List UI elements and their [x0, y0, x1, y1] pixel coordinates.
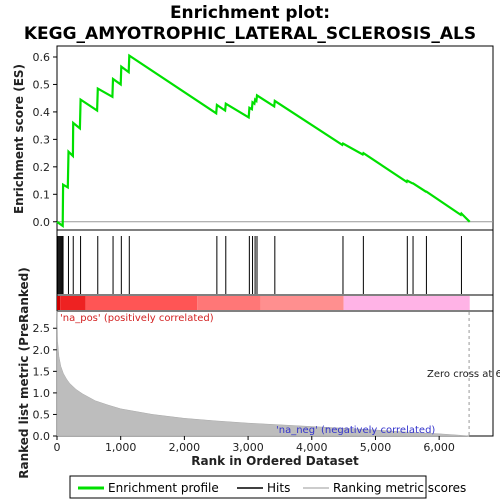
es-tick-label: 0.1 [33, 188, 51, 201]
rank-band-segment [197, 296, 261, 310]
x-tick-label: 3,000 [232, 441, 264, 454]
legend-enrichment: Enrichment profile [108, 481, 219, 495]
metric-axis-title: Ranked list metric (PreRanked) [17, 267, 31, 479]
x-axis: 0 1,000 2,000 3,000 4,000 5,000 6,000 [54, 436, 455, 454]
x-axis-title: Rank in Ordered Dataset [191, 454, 359, 468]
legend: Enrichment profile Hits Ranking metric s… [69, 475, 466, 499]
rank-band-segment [343, 296, 470, 310]
es-profile-line [56, 53, 471, 229]
rank-band [57, 296, 470, 310]
title-line-2: KEGG_AMYOTROPHIC_LATERAL_SCLEROSIS_ALS [24, 24, 476, 44]
x-tick-label: 4,000 [296, 441, 328, 454]
metric-tick-label: 0.0 [33, 430, 51, 443]
es-tick-label: 0.2 [33, 161, 51, 174]
title-line-1: Enrichment plot: [170, 3, 330, 23]
x-tick-label: 2,000 [169, 441, 201, 454]
rank-band-segment [60, 296, 86, 310]
es-tick-label: 0.6 [33, 51, 51, 64]
es-axis: 0.0 0.1 0.2 0.3 0.4 0.5 0.6 [33, 51, 493, 229]
rank-band-segment [260, 296, 344, 310]
es-tick-label: 0.5 [33, 78, 51, 91]
es-tick-label: 0.3 [33, 133, 51, 146]
metric-tick-label: 2.0 [33, 344, 51, 357]
legend-hits: Hits [267, 481, 290, 495]
metric-area: 0.0 0.5 1.0 1.5 2.0 2.5 [33, 310, 470, 443]
es-panel [56, 45, 494, 231]
metric-area-shape [56, 310, 470, 437]
es-tick-label: 0.0 [33, 216, 51, 229]
legend-ranking: Ranking metric scores [333, 481, 466, 495]
es-axis-title: Enrichment score (ES) [12, 64, 26, 214]
es-tick-label: 0.4 [33, 106, 51, 119]
legend-box [69, 475, 427, 499]
x-tick-label: 5,000 [360, 441, 392, 454]
zero-cross-label: Zero cross at 6 [427, 369, 500, 380]
metric-tick-label: 2.5 [33, 322, 51, 335]
metric-tick-label: 1.5 [33, 365, 51, 378]
x-tick-label: 6,000 [423, 441, 455, 454]
es-profile [56, 53, 471, 229]
x-tick-label: 1,000 [105, 441, 137, 454]
neg-label: 'na_neg' (negatively correlated) [276, 425, 435, 436]
rank-band-segment [85, 296, 198, 310]
metric-tick-label: 0.5 [33, 408, 51, 421]
x-tick-label: 0 [54, 441, 61, 454]
hit-markers [57, 236, 462, 294]
metric-tick-label: 1.0 [33, 387, 51, 400]
pos-label: 'na_pos' (positively correlated) [60, 313, 214, 324]
rank-band-segment [57, 296, 61, 310]
